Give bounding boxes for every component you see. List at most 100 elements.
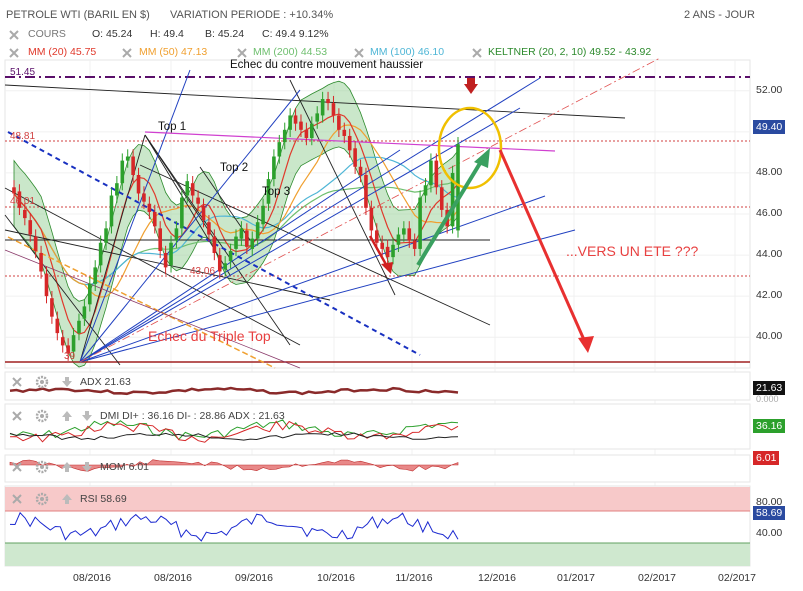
candle	[293, 115, 298, 124]
candle	[358, 166, 363, 175]
candle	[147, 203, 152, 212]
candle	[250, 238, 255, 249]
candle	[169, 242, 173, 266]
close-icon[interactable]	[10, 375, 24, 389]
candle	[429, 160, 433, 186]
mom-value-tag: 6.01	[753, 451, 780, 465]
arrow-down-icon[interactable]	[80, 409, 94, 423]
level-label-48-81: 48.81	[10, 131, 35, 142]
close-icon[interactable]	[7, 28, 21, 42]
close-icon[interactable]	[120, 46, 134, 60]
dmi-value-tag: 36.16	[753, 419, 786, 433]
candle	[212, 236, 217, 254]
x-tick-label: 01/2017	[557, 572, 595, 584]
close-icon[interactable]	[235, 46, 249, 60]
candle	[320, 99, 325, 116]
close-icon[interactable]	[7, 46, 21, 60]
arrow-up-icon[interactable]	[60, 460, 74, 474]
candle	[402, 228, 406, 235]
price-tick-label: 52.00	[756, 83, 783, 96]
candle	[272, 156, 276, 180]
x-tick-label: 09/2016	[235, 572, 273, 584]
candle	[12, 187, 16, 194]
level-label-43: 43.06	[190, 266, 215, 277]
candle	[120, 160, 125, 184]
arrow-down-icon[interactable]	[80, 460, 94, 474]
rsi-line	[9, 511, 459, 542]
candle	[266, 179, 271, 204]
instrument-title: PETROLE WTI (BARIL EN $)	[6, 9, 150, 21]
close-icon[interactable]	[10, 409, 24, 423]
purple-line	[4, 249, 301, 369]
candle	[207, 222, 211, 235]
candle	[439, 187, 444, 210]
green-arrow	[416, 148, 490, 267]
highlight-ellipse	[437, 106, 503, 190]
candle	[347, 135, 352, 151]
candle	[180, 197, 184, 229]
candle	[125, 156, 130, 161]
annotation-top2: Top 2	[220, 162, 248, 174]
arrow-up-icon[interactable]	[60, 409, 74, 423]
close-icon[interactable]	[10, 492, 24, 506]
arrow-down-icon[interactable]	[60, 375, 74, 389]
legend-cours[interactable]: COURS	[28, 28, 66, 40]
candle	[380, 242, 384, 249]
close-icon[interactable]	[10, 460, 24, 474]
candle	[39, 253, 43, 272]
candle	[369, 207, 374, 231]
level-label-46: 46.01	[10, 196, 35, 207]
candle	[185, 181, 190, 196]
annotation-echec-contre: Echec du contre mouvement haussier	[230, 59, 423, 71]
candle	[98, 242, 103, 266]
candle	[277, 142, 282, 157]
legend-mm50[interactable]: MM (50) 47.13	[139, 46, 208, 58]
gear-icon[interactable]	[35, 492, 49, 506]
price-tick-label: 46.00	[756, 207, 783, 219]
x-tick-label: 08/2016	[154, 572, 192, 584]
candle	[412, 240, 417, 249]
marker-arrow	[464, 84, 478, 94]
rsi-oversold-zone	[5, 543, 750, 566]
price-tick-label: 40.00	[756, 330, 783, 343]
price-tick-label: 42.00	[756, 289, 783, 302]
mm100-line	[13, 156, 459, 286]
candle	[28, 220, 33, 235]
legend-mm200[interactable]: MM (200) 44.53	[253, 46, 328, 58]
x-tick-label: 11/2016	[395, 572, 432, 584]
candle	[131, 156, 135, 175]
x-tick-label: 02/2017	[718, 572, 756, 584]
candle	[60, 337, 65, 346]
candle	[239, 228, 244, 239]
gear-icon[interactable]	[35, 409, 49, 423]
arrow-up-icon[interactable]	[60, 492, 74, 506]
candle	[396, 234, 401, 245]
rsi-overbought-zone	[5, 487, 750, 511]
candle	[353, 148, 357, 167]
gear-icon[interactable]	[35, 375, 49, 389]
candle	[337, 115, 341, 130]
legend-keltner[interactable]: KELTNER (20, 2, 10) 49.52 - 43.92	[488, 46, 652, 58]
legend-mm20[interactable]: MM (20) 45.75	[28, 46, 97, 58]
period-selector[interactable]: 2 ANS - JOUR	[684, 9, 755, 21]
candle	[115, 183, 119, 196]
candle	[310, 123, 314, 139]
candle	[93, 267, 98, 284]
rsi-80-label: 80.00	[756, 496, 783, 508]
adx-value-tag: 21.63	[753, 381, 786, 395]
candle	[407, 228, 412, 241]
candle	[217, 255, 222, 272]
candle	[201, 205, 206, 221]
close-icon[interactable]	[470, 46, 484, 60]
adx-zero-label: 0.000	[756, 394, 779, 404]
candle	[364, 174, 368, 208]
annotation-top3: Top 3	[262, 186, 290, 198]
legend-mm100[interactable]: MM (100) 46.10	[370, 46, 445, 58]
close-icon[interactable]	[352, 46, 366, 60]
candle	[434, 160, 439, 188]
gear-icon[interactable]	[35, 460, 49, 474]
candle	[245, 230, 249, 247]
x-tick-label: 12/2016	[478, 572, 516, 584]
orange-dashed-line	[7, 236, 276, 369]
